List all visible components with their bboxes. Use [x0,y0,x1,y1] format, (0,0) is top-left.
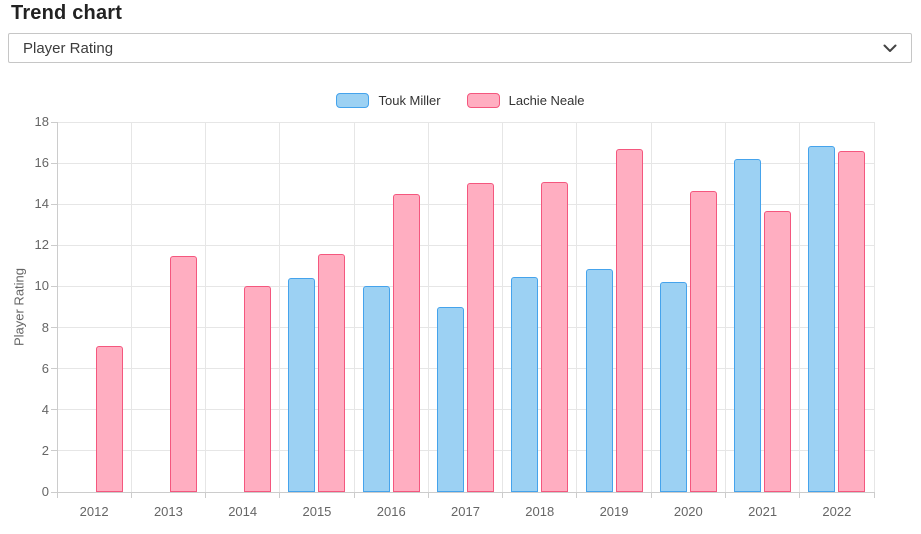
legend-swatch-icon [336,93,370,108]
x-axis-category-label: 2020 [673,504,703,519]
x-axis-category-label: 2018 [525,504,555,519]
x-axis-tick [799,492,801,498]
y-axis-tick-label: 10 [34,278,49,294]
gridline [57,450,874,452]
gridline [576,122,578,492]
gridline [57,162,874,164]
x-axis-category-label: 2014 [228,504,258,519]
bar-touk-miller-2018[interactable] [511,277,539,492]
y-axis-tick [51,244,57,246]
gridline [57,409,874,411]
y-axis-tick [51,327,57,329]
bar-touk-miller-2019[interactable] [585,268,613,492]
bar-lachie-neale-2019[interactable] [615,148,643,492]
x-axis-tick [724,492,726,498]
y-axis-tick-label: 12 [34,237,49,253]
bar-lachie-neale-2022[interactable] [838,150,866,492]
x-axis-line [57,492,874,493]
bar-lachie-neale-2012[interactable] [95,346,123,492]
y-axis-tick [51,450,57,452]
y-axis-tick-label: 18 [34,114,49,129]
gridline [205,122,207,492]
bar-lachie-neale-2017[interactable] [467,182,494,492]
gridline [57,121,874,123]
y-axis-tick [51,409,57,411]
x-axis-tick [205,492,207,498]
y-axis-tick-label: 14 [34,196,49,212]
gridline [873,122,875,492]
gridline [279,122,281,492]
y-axis-tick-label: 16 [34,155,49,171]
x-axis-category-label: 2012 [79,504,109,519]
y-axis-tick [51,285,57,287]
y-axis-tick [51,491,57,493]
bar-lachie-neale-2021[interactable] [764,211,792,492]
bar-lachie-neale-2014[interactable] [244,286,272,492]
bar-lachie-neale-2015[interactable] [318,253,346,492]
gridline [353,122,355,492]
chevron-down-icon [883,44,897,53]
legend-swatch-icon [466,93,500,108]
gridline [57,244,874,246]
x-axis-category-label: 2022 [822,504,852,519]
gridline [130,122,132,492]
y-axis-tick-label: 0 [41,484,49,499]
bar-touk-miller-2020[interactable] [659,282,687,492]
metric-select[interactable]: Player Rating [8,33,912,63]
bar-touk-miller-2021[interactable] [734,159,762,492]
x-axis-category-label: 2017 [451,504,480,519]
gridline [57,327,874,329]
bar-touk-miller-2022[interactable] [808,145,836,492]
legend-item-lachie-neale[interactable]: Lachie Neale [466,93,585,108]
y-axis-tick-label: 6 [41,360,49,376]
x-axis-category-label: 2013 [153,504,183,519]
gridline [57,368,874,370]
y-axis-line [57,122,58,492]
y-axis-tick-label: 8 [41,319,49,335]
bar-lachie-neale-2016[interactable] [392,193,420,492]
metric-select-value: Player Rating [23,39,114,57]
x-axis-tick [130,492,132,498]
bar-touk-miller-2017[interactable] [437,307,464,492]
x-axis-category-label: 2015 [302,504,332,519]
gridline [57,203,874,205]
legend-item-touk-miller[interactable]: Touk Miller [336,93,441,108]
gridline [502,122,504,492]
legend-label: Touk Miller [378,93,441,108]
bar-lachie-neale-2018[interactable] [541,181,569,492]
y-axis-tick-label: 2 [41,442,49,458]
x-axis-tick [650,492,652,498]
y-axis-tick [51,121,57,123]
x-axis-tick [502,492,504,498]
y-axis-tick [51,162,57,164]
x-axis-tick [279,492,281,498]
x-axis-tick [427,492,429,498]
bar-touk-miller-2016[interactable] [362,286,390,492]
plot-area: 0 2 4 6 8 10 12 14 16 18 2012 2013 2014 2015 2016 2017 2… [35,115,875,519]
x-axis-tick [56,492,58,498]
chart-legend: Touk Miller Lachie Neale [0,93,921,108]
y-axis-tick-label: 4 [41,401,49,417]
x-axis-category-label: 2016 [376,504,406,519]
bar-touk-miller-2015[interactable] [288,278,316,492]
bar-lachie-neale-2013[interactable] [169,255,197,492]
gridline [650,122,652,492]
x-axis-tick [873,492,875,498]
legend-label: Lachie Neale [508,93,585,108]
gridline [427,122,429,492]
y-axis-tick [51,368,57,370]
page-title: Trend chart [11,2,123,24]
x-axis-tick [353,492,355,498]
gridline [799,122,801,492]
bar-lachie-neale-2020[interactable] [689,190,717,492]
gridline [724,122,726,492]
x-axis-tick [576,492,578,498]
x-axis-category-label: 2019 [599,504,629,519]
x-axis-category-label: 2021 [748,504,778,519]
gridline [57,285,874,287]
y-axis-tick [51,203,57,205]
